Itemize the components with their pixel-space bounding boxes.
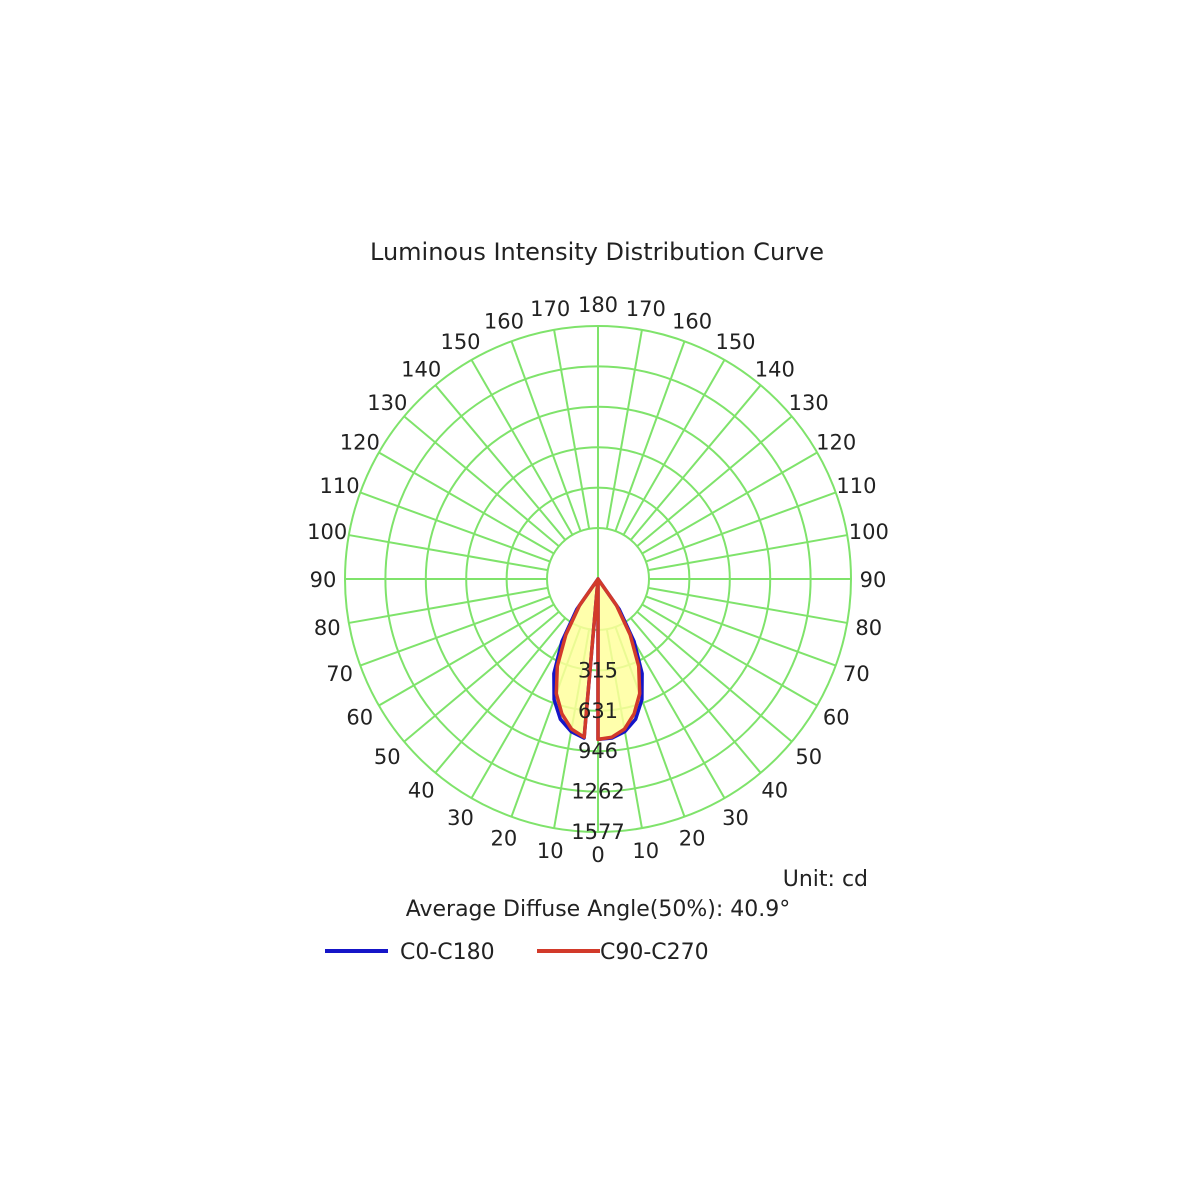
curve-c90-c270 — [554, 577, 642, 742]
grid-radial-line — [630, 384, 762, 541]
grid-radial-line — [648, 586, 848, 624]
legend-label-c90-c270: C90-C270 — [600, 940, 709, 965]
diffuse-angle-note: Average Diffuse Angle(50%): 40.9° — [406, 897, 791, 922]
angle-label: 130 — [367, 391, 407, 415]
grid-radial-line — [470, 359, 574, 536]
angle-label: 120 — [340, 431, 380, 455]
ring-label: 1262 — [571, 780, 624, 804]
grid-radial-line — [348, 534, 548, 572]
grid-radial-line — [641, 451, 818, 555]
grid-radial-line — [645, 491, 837, 563]
grid-radial-line — [434, 617, 566, 774]
angle-label: 40 — [408, 779, 435, 803]
angle-label: 50 — [374, 745, 401, 769]
grid-radial-line — [636, 611, 793, 743]
grid-radial-line — [645, 595, 837, 667]
angle-label: 60 — [346, 706, 373, 730]
angle-label: 30 — [447, 806, 474, 830]
angle-label: 150 — [440, 330, 480, 354]
grid-radial-line — [648, 534, 848, 572]
grid-radial-line — [470, 622, 574, 799]
grid-radial-line — [359, 595, 551, 667]
angle-label: 20 — [679, 826, 706, 850]
grid-radial-line — [622, 622, 726, 799]
grid-radial-line — [348, 586, 548, 624]
grid-radial-line — [630, 617, 762, 774]
legend-label-c0-c180: C0-C180 — [400, 940, 495, 965]
angle-label: 10 — [632, 839, 659, 863]
angle-labels: 0 102030405060708090100110120130140150160… — [307, 293, 889, 867]
angle-label: 40 — [761, 779, 788, 803]
legend: C0-C180 C90-C270 — [325, 940, 709, 965]
angle-label: 110 — [320, 474, 360, 498]
angle-label: 30 — [722, 806, 749, 830]
angle-label: 150 — [715, 330, 755, 354]
angle-label: 80 — [314, 616, 341, 640]
grid-radial-line — [553, 329, 591, 529]
grid-radial-line — [378, 451, 555, 555]
polar-grid — [344, 325, 852, 833]
angle-label: 100 — [307, 520, 347, 544]
angle-label: 20 — [491, 826, 518, 850]
grid-radial-line — [359, 491, 551, 563]
grid-radial-line — [378, 603, 555, 707]
angle-label: 170 — [626, 297, 666, 321]
grid-radial-line — [614, 340, 686, 532]
ring-labels: 315 631 946 1262 1577 — [571, 658, 624, 844]
angle-label: 90 — [310, 568, 337, 592]
ring-label: 1577 — [571, 820, 624, 844]
angle-label: 160 — [484, 310, 524, 334]
angle-label: 70 — [843, 662, 870, 686]
ring-label: 315 — [578, 658, 618, 682]
angle-label: 110 — [836, 474, 876, 498]
angle-label: 120 — [816, 431, 856, 455]
chart-title: Luminous Intensity Distribution Curve — [370, 238, 824, 266]
grid-radial-line — [636, 415, 793, 547]
curves — [552, 577, 644, 742]
angle-label: 140 — [401, 357, 441, 381]
grid-radial-line — [622, 359, 726, 536]
angle-label: 90 — [860, 568, 887, 592]
angle-label: 180 — [578, 293, 618, 317]
angle-label: 80 — [855, 616, 882, 640]
grid-radial-line — [641, 603, 818, 707]
grid-radial-line — [403, 415, 560, 547]
angle-label: 160 — [672, 310, 712, 334]
ring-label: 631 — [578, 699, 618, 723]
angle-label: 50 — [795, 745, 822, 769]
grid-radial-line — [510, 340, 582, 532]
grid-radial-line — [605, 329, 643, 529]
angle-label: 130 — [789, 391, 829, 415]
grid-radial-line — [434, 384, 566, 541]
angle-label: 70 — [326, 662, 353, 686]
grid-radial-line — [403, 611, 560, 743]
ring-label: 946 — [578, 739, 618, 763]
angle-label: 60 — [823, 706, 850, 730]
angle-label: 0 — [591, 843, 604, 867]
unit-label: Unit: cd — [783, 867, 868, 892]
angle-label: 10 — [537, 839, 564, 863]
angle-label: 140 — [755, 357, 795, 381]
angle-label: 170 — [530, 297, 570, 321]
angle-label: 100 — [849, 520, 889, 544]
